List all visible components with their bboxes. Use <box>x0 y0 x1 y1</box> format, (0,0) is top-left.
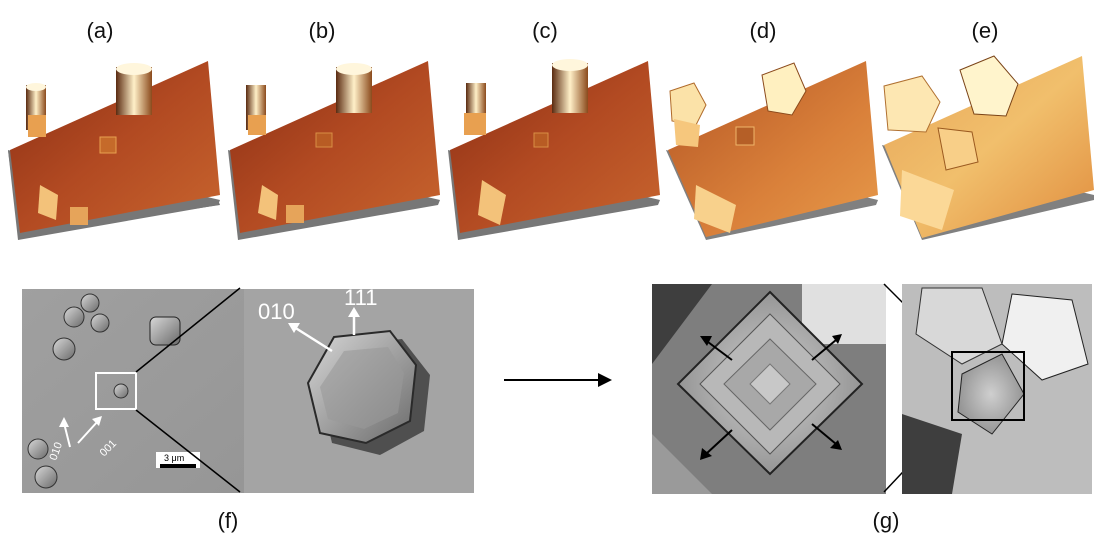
afm-deflection-zoom-f: 010 111 <box>244 289 474 493</box>
afm-deflection-overview-f: 010 001 3 μm <box>22 289 244 493</box>
label-g: (g) <box>872 508 900 533</box>
label-a: (a) <box>86 18 114 43</box>
label-e: (e) <box>971 18 999 43</box>
zoom-lines-f <box>135 287 241 493</box>
transition-arrow <box>504 373 612 387</box>
afm-deflection-pyramid-g <box>652 284 886 494</box>
afm-3d-panel-d <box>666 55 878 245</box>
afm-3d-panel-a <box>8 55 220 245</box>
zoom-direction-111: 111 <box>344 289 377 310</box>
afm-3d-panel-b <box>228 55 440 245</box>
label-b: (b) <box>308 18 336 43</box>
afm-3d-panel-e <box>882 50 1094 246</box>
small-direction-010: 010 <box>48 441 66 462</box>
zoom-direction-010: 010 <box>258 299 295 324</box>
label-d: (d) <box>749 18 777 43</box>
label-f: (f) <box>217 508 239 533</box>
afm-3d-panel-c <box>448 55 660 245</box>
label-c: (c) <box>532 18 558 43</box>
afm-deflection-overview-g <box>902 284 1092 494</box>
scalebar-label: 3 μm <box>164 453 184 463</box>
